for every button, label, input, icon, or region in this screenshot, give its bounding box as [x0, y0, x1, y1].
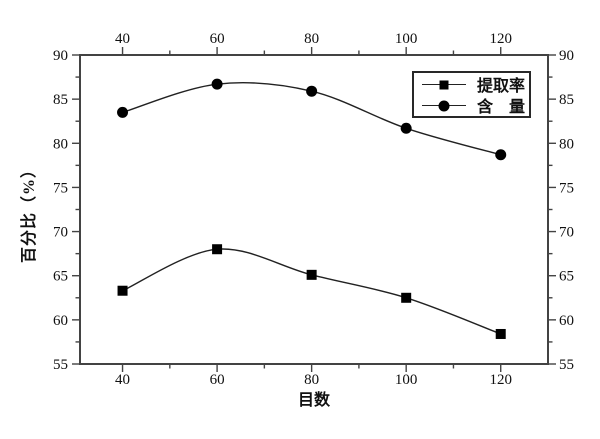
y-tick-label-left: 85 — [53, 92, 68, 108]
square-marker-icon — [439, 80, 449, 89]
data-point-marker-circle — [400, 122, 412, 134]
y-tick-label-left: 90 — [53, 48, 68, 64]
data-point-marker-square — [306, 269, 317, 280]
y-tick-label-right: 75 — [559, 180, 574, 196]
x-tick-label-top: 40 — [115, 31, 130, 47]
y-tick-label-left: 55 — [53, 357, 68, 373]
x-tick-label-bottom: 100 — [395, 372, 418, 388]
legend-item-extraction-rate: 提取率 — [414, 74, 529, 95]
y-tick-label-right: 65 — [559, 269, 574, 285]
data-point-marker-square — [495, 328, 506, 339]
data-point-marker-circle — [495, 149, 507, 161]
x-tick-label-bottom: 120 — [489, 372, 512, 388]
y-tick-label-left: 65 — [53, 269, 68, 285]
data-point-marker-square — [212, 244, 223, 255]
x-tick-label-bottom: 80 — [304, 372, 319, 388]
data-point-marker-square — [117, 285, 128, 296]
legend: 提取率 含 量 — [412, 71, 531, 118]
data-point-marker-circle — [117, 106, 129, 118]
y-tick-label-right: 55 — [559, 357, 574, 373]
y-tick-label-right: 85 — [559, 92, 574, 108]
x-axis-label: 目数 — [297, 392, 330, 409]
y-tick-label-right: 70 — [559, 225, 574, 241]
x-tick-label-top: 60 — [210, 31, 225, 47]
series-curve-square — [122, 248, 501, 335]
legend-label: 提取率 — [477, 78, 526, 95]
x-tick-label-top: 120 — [489, 31, 512, 47]
data-point-marker-circle — [211, 78, 223, 90]
legend-item-content: 含 量 — [414, 95, 529, 116]
x-tick-label-top: 80 — [304, 31, 319, 47]
y-tick-label-right: 80 — [559, 136, 574, 152]
legend-line-sample — [422, 80, 466, 89]
y-tick-label-right: 90 — [559, 48, 574, 64]
y-axis-label: 百分比（%） — [21, 161, 38, 264]
data-point-marker-circle — [306, 85, 318, 97]
legend-label: 含 量 — [477, 99, 526, 116]
legend-line-sample — [422, 100, 466, 111]
y-tick-label-left: 80 — [53, 136, 68, 152]
x-tick-label-bottom: 60 — [210, 372, 225, 388]
data-point-marker-square — [401, 292, 412, 303]
x-tick-label-top: 100 — [395, 31, 418, 47]
y-tick-label-left: 70 — [53, 225, 68, 241]
y-tick-label-left: 60 — [53, 313, 68, 329]
x-tick-label-bottom: 40 — [115, 372, 130, 388]
circle-marker-icon — [438, 100, 450, 111]
y-tick-label-right: 60 — [559, 313, 574, 329]
y-tick-label-left: 75 — [53, 180, 68, 196]
